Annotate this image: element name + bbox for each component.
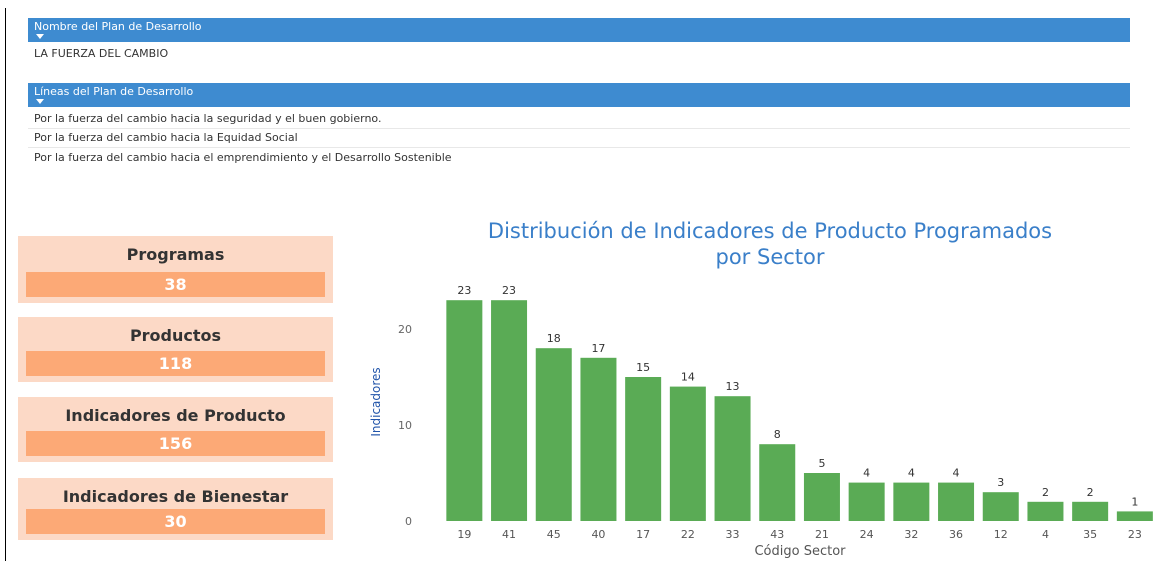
card-label: Productos bbox=[129, 326, 222, 345]
bar bbox=[803, 473, 840, 521]
data-label: 17 bbox=[591, 342, 605, 355]
bar bbox=[625, 377, 662, 521]
bar bbox=[714, 396, 751, 521]
bar bbox=[446, 300, 483, 521]
chart-subtitle: por Sector bbox=[716, 245, 825, 269]
plan-name: LA FUERZA DEL CAMBIO bbox=[34, 47, 169, 60]
data-label: 4 bbox=[863, 467, 870, 480]
bar bbox=[535, 348, 572, 521]
x-tick-label: 36 bbox=[949, 528, 963, 541]
bar bbox=[893, 482, 930, 521]
data-label: 18 bbox=[547, 332, 561, 345]
card-value: 118 bbox=[26, 351, 325, 376]
bar bbox=[759, 444, 796, 521]
x-tick-label: 43 bbox=[770, 528, 784, 541]
x-tick-label: 22 bbox=[681, 528, 695, 541]
card: Programas 38 bbox=[18, 236, 333, 303]
card: Indicadores de Producto 156 bbox=[18, 397, 333, 462]
x-tick-label: 17 bbox=[636, 528, 650, 541]
x-tick-label: 24 bbox=[860, 528, 874, 541]
card-label: Indicadores de Bienestar bbox=[62, 487, 289, 506]
bar bbox=[580, 357, 617, 521]
x-tick-label: 35 bbox=[1083, 528, 1097, 541]
separator bbox=[28, 147, 1130, 148]
data-label: 1 bbox=[1131, 495, 1138, 508]
bar bbox=[1116, 511, 1153, 521]
x-tick-label: 41 bbox=[502, 528, 516, 541]
x-axis-label: Código Sector bbox=[754, 544, 846, 559]
y-tick-label: 20 bbox=[398, 323, 412, 336]
bar bbox=[1027, 501, 1064, 521]
x-tick-label: 4 bbox=[1042, 528, 1049, 541]
data-label: 3 bbox=[997, 476, 1004, 489]
bar bbox=[1072, 501, 1109, 521]
chart-title: Distribución de Indicadores de Producto … bbox=[488, 219, 1052, 243]
x-tick-label: 32 bbox=[904, 528, 918, 541]
x-tick-label: 21 bbox=[815, 528, 829, 541]
y-tick-label: 10 bbox=[398, 419, 412, 432]
data-label: 14 bbox=[681, 371, 695, 384]
card-label: Programas bbox=[126, 245, 225, 264]
data-label: 15 bbox=[636, 361, 650, 374]
plan-header: Nombre del Plan de Desarrollo bbox=[28, 18, 1130, 42]
data-label: 23 bbox=[502, 284, 516, 297]
y-tick-label: 0 bbox=[405, 515, 412, 528]
x-tick-label: 33 bbox=[726, 528, 740, 541]
x-tick-label: 40 bbox=[591, 528, 605, 541]
line-item: Por la fuerza del cambio hacia el empren… bbox=[34, 151, 452, 164]
x-tick-label: 19 bbox=[457, 528, 471, 541]
data-label: 5 bbox=[818, 457, 825, 470]
data-label: 8 bbox=[774, 428, 781, 441]
card-value: 38 bbox=[26, 272, 325, 297]
data-label: 2 bbox=[1042, 486, 1049, 499]
data-label: 4 bbox=[908, 467, 915, 480]
bar bbox=[669, 386, 706, 521]
data-label: 13 bbox=[726, 380, 740, 393]
bar bbox=[848, 482, 885, 521]
data-label: 4 bbox=[953, 467, 960, 480]
x-tick-label: 45 bbox=[547, 528, 561, 541]
card: Indicadores de Bienestar 30 bbox=[18, 478, 333, 540]
bar bbox=[938, 482, 975, 521]
separator bbox=[28, 128, 1130, 129]
lines-header: Líneas del Plan de Desarrollo bbox=[28, 83, 1130, 107]
line-item: Por la fuerza del cambio hacia la seguri… bbox=[34, 112, 382, 125]
line-item: Por la fuerza del cambio hacia la Equida… bbox=[34, 131, 298, 144]
data-label: 23 bbox=[457, 284, 471, 297]
bar bbox=[982, 492, 1019, 521]
y-axis-label: Indicadores bbox=[369, 367, 383, 436]
x-tick-label: 12 bbox=[994, 528, 1008, 541]
bar bbox=[491, 300, 528, 521]
data-label: 2 bbox=[1087, 486, 1094, 499]
x-tick-label: 23 bbox=[1128, 528, 1142, 541]
card-value: 30 bbox=[26, 509, 325, 534]
card-label: Indicadores de Producto bbox=[65, 406, 286, 425]
card-value: 156 bbox=[26, 431, 325, 456]
card: Productos 118 bbox=[18, 317, 333, 382]
border bbox=[5, 8, 6, 561]
